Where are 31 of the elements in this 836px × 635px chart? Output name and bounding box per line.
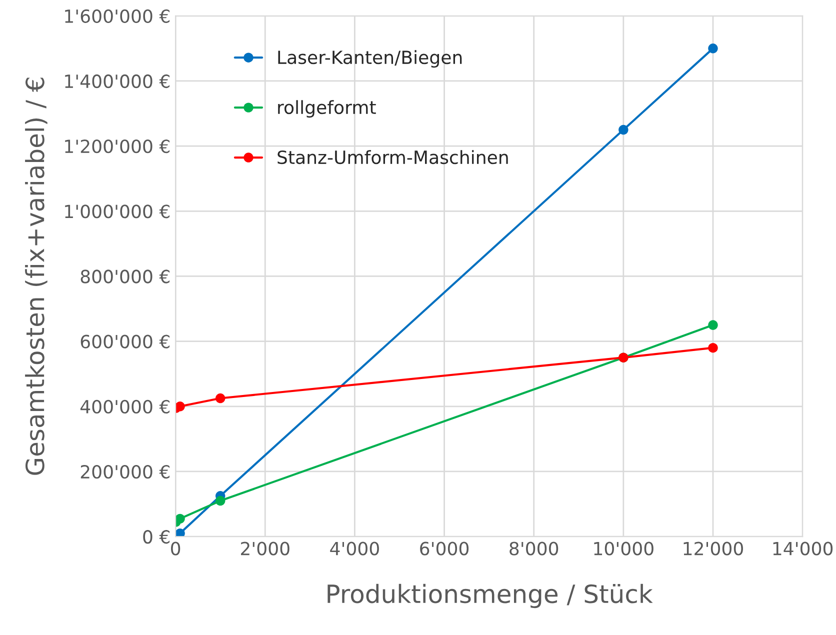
- y-tick-label: 400'000 €: [80, 400, 170, 414]
- legend-label: Stanz-Umform-Maschinen: [278, 150, 508, 164]
- y-tick-label: 1'600'000 €: [65, 9, 170, 23]
- point: [176, 402, 185, 412]
- point: [708, 342, 718, 353]
- point: [176, 514, 185, 524]
- y-tick-label: 200'000 €: [80, 464, 170, 479]
- point: [215, 393, 226, 404]
- point: [708, 44, 718, 54]
- y-tick-label: 1'000'000 €: [65, 204, 170, 218]
- y-axis-title: Gesamtkosten (fix+variabel) / €: [25, 78, 48, 475]
- y-tick-label: 1'400'000 €: [65, 74, 170, 88]
- x-tick-label: 0: [171, 542, 180, 556]
- x-tick-label: 10'000: [594, 542, 654, 556]
- point: [618, 124, 628, 135]
- legend-label: Laser-Kanten/Biegen: [278, 50, 462, 68]
- x-tick-label: 12'000: [684, 542, 743, 556]
- y-tick-label: 0 €: [143, 530, 170, 544]
- point: [708, 320, 718, 330]
- x-tick-label: 8'000: [510, 542, 558, 556]
- x-axis-title: Produktionsmenge / Stück: [328, 584, 653, 608]
- legend-label: rollgeformt: [278, 100, 376, 118]
- x-tick-label: 4'000: [330, 542, 379, 556]
- y-tick-label: 800'000 €: [80, 270, 170, 284]
- point: [215, 496, 226, 506]
- y-tick-label: 1'200'000 €: [65, 140, 170, 154]
- x-tick-label: 2'000: [241, 542, 290, 556]
- x-tick-label: 14'000: [773, 542, 833, 556]
- x-tick-label: 6'000: [420, 542, 469, 556]
- point: [176, 528, 185, 537]
- y-tick-label: 600'000 €: [80, 334, 170, 348]
